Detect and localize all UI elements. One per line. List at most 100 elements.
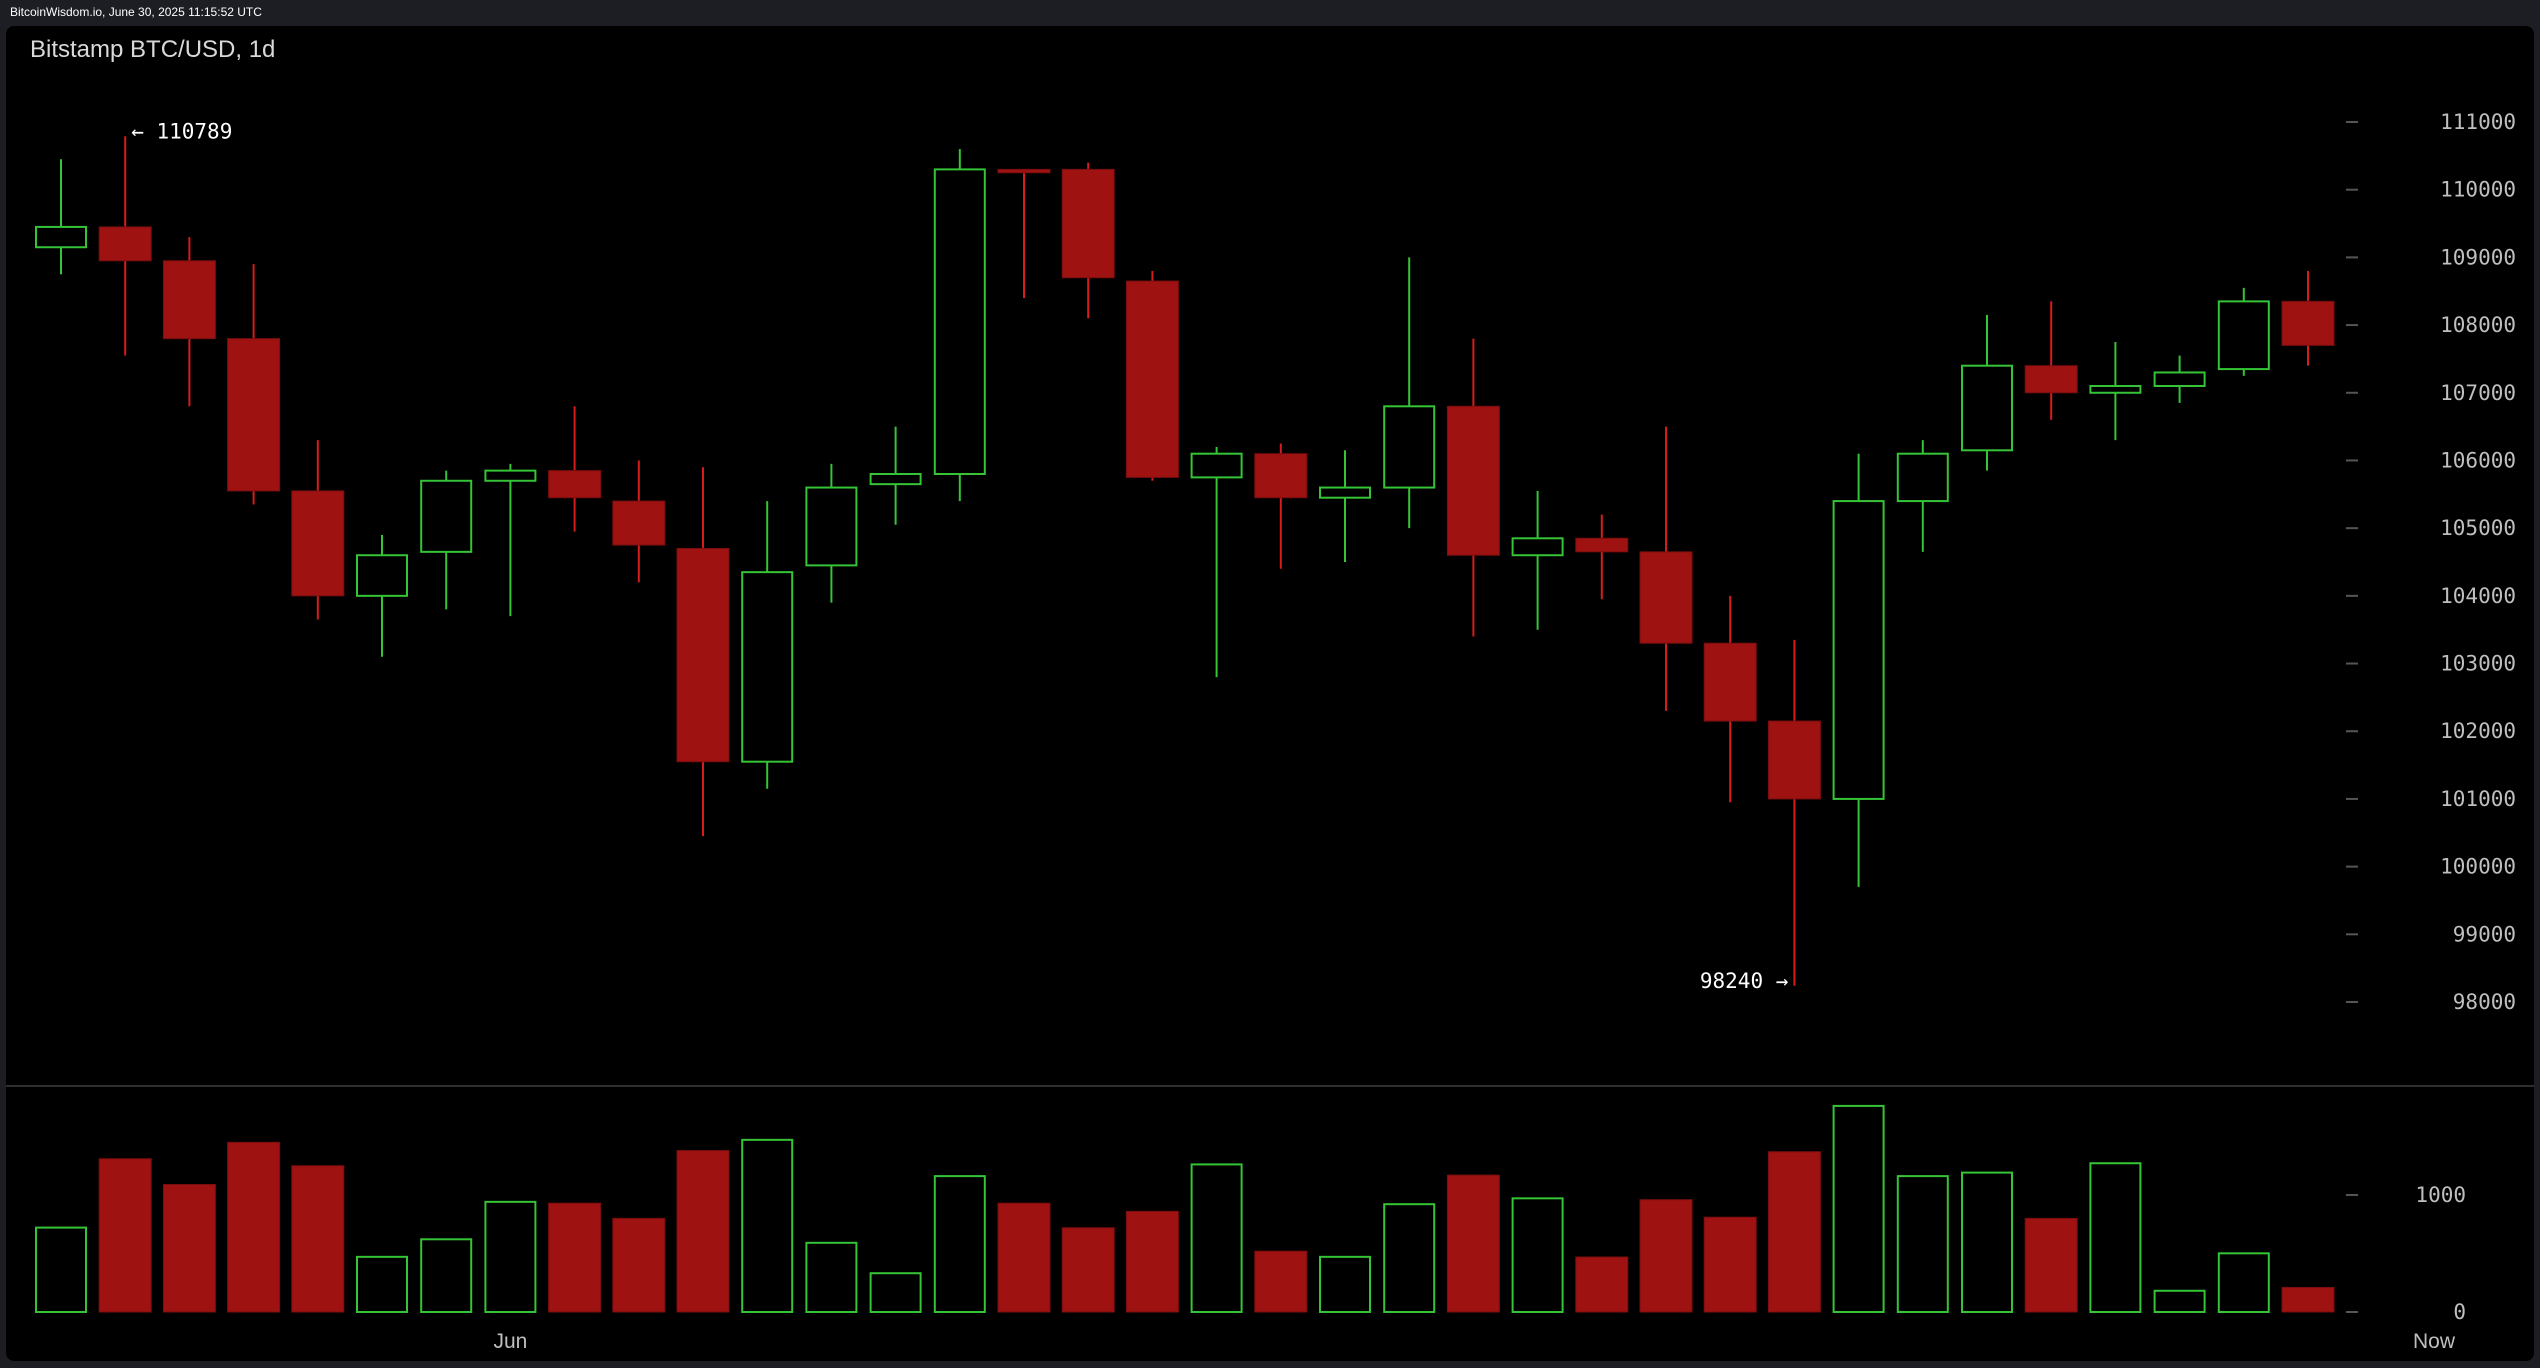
candle-body bbox=[1319, 486, 1371, 499]
candle-body bbox=[1511, 537, 1564, 557]
volume-bar bbox=[805, 1241, 858, 1314]
volume-bar bbox=[98, 1158, 152, 1313]
high-annotation: ← 110789 bbox=[131, 119, 232, 143]
volume-bar bbox=[2089, 1162, 2142, 1313]
candle-body bbox=[1896, 452, 1949, 503]
volume-bar bbox=[997, 1202, 1051, 1313]
low-annotation: 98240 → bbox=[1700, 969, 1789, 993]
candle-body bbox=[1575, 537, 1629, 553]
candle-body bbox=[2217, 300, 2270, 371]
volume-bar bbox=[484, 1200, 537, 1313]
volume-bar bbox=[612, 1217, 666, 1313]
volume-bar bbox=[1767, 1151, 1821, 1313]
candle-body bbox=[484, 469, 537, 482]
volume-bar bbox=[2153, 1289, 2206, 1314]
y-tick-label: 109000 bbox=[2440, 245, 2516, 269]
y-tick-label: 102000 bbox=[2440, 719, 2516, 743]
y-tick-label: 99000 bbox=[2453, 922, 2516, 946]
candle-body bbox=[2281, 300, 2335, 346]
candle-body bbox=[1125, 280, 1179, 478]
candle-body bbox=[1832, 500, 1885, 800]
candle-body bbox=[933, 168, 986, 475]
volume-bar bbox=[1961, 1171, 2013, 1313]
y-tick-label: 103000 bbox=[2440, 652, 2516, 676]
price-axis: 111000 110000 109000 108000 107000 106000 1050… bbox=[6, 110, 2534, 1324]
volume-bar bbox=[2217, 1252, 2270, 1313]
volume-bar bbox=[1319, 1255, 1371, 1313]
volume-bar bbox=[162, 1183, 216, 1313]
volume-bar bbox=[1061, 1227, 1115, 1313]
volume-tick-label: 0 bbox=[2453, 1300, 2466, 1324]
volume-bar bbox=[227, 1141, 281, 1313]
volume-bar bbox=[356, 1255, 408, 1313]
x-axis-label: Jun bbox=[493, 1330, 527, 1353]
volume-bar bbox=[548, 1202, 602, 1313]
volume-bar bbox=[420, 1238, 473, 1314]
candle-body bbox=[227, 338, 281, 492]
volume-bar bbox=[2281, 1286, 2335, 1313]
volume-bar bbox=[1190, 1163, 1243, 1314]
y-tick-label: 100000 bbox=[2440, 855, 2516, 879]
candle-body bbox=[741, 571, 794, 763]
volume-bars bbox=[35, 1104, 2335, 1314]
candle-body bbox=[548, 470, 602, 499]
volume-bar bbox=[1383, 1203, 1436, 1313]
candle-body bbox=[98, 226, 152, 262]
candle-body bbox=[805, 486, 858, 567]
y-tick-label: 105000 bbox=[2440, 516, 2516, 540]
candle-body bbox=[1190, 452, 1243, 479]
y-tick-label: 106000 bbox=[2440, 448, 2516, 472]
volume-bar bbox=[35, 1226, 87, 1313]
candle-body bbox=[676, 547, 730, 763]
price-candles bbox=[35, 136, 2335, 986]
candle-body bbox=[2024, 365, 2078, 394]
y-tick-label: 101000 bbox=[2440, 787, 2516, 811]
candle-body bbox=[291, 490, 345, 597]
candle-body bbox=[1446, 405, 1500, 556]
candle-body bbox=[356, 554, 408, 597]
candle-body bbox=[35, 225, 87, 249]
candle-body bbox=[1383, 405, 1436, 489]
candle-body bbox=[1961, 364, 2013, 452]
y-tick-label: 108000 bbox=[2440, 313, 2516, 337]
candle-body bbox=[2089, 385, 2142, 394]
candle-body bbox=[869, 473, 922, 486]
volume-bar bbox=[1575, 1256, 1629, 1313]
candle-body bbox=[1061, 168, 1115, 279]
price-annotations: ← 110789 98240 → bbox=[131, 119, 1788, 992]
candle-body bbox=[612, 500, 666, 546]
candlestick-chart: 111000 110000 109000 108000 107000 106000 1050… bbox=[6, 110, 2534, 1353]
volume-bar bbox=[1703, 1216, 1757, 1313]
chart-title: Bitstamp BTC/USD, 1d bbox=[30, 36, 276, 63]
volume-bar bbox=[933, 1175, 986, 1313]
x-axis-label: Now bbox=[2413, 1330, 2456, 1353]
chart-panel: 111000 110000 109000 108000 107000 106000 1050… bbox=[6, 26, 2534, 1361]
volume-bar bbox=[1639, 1199, 1693, 1313]
volume-bar bbox=[741, 1138, 794, 1313]
candle-body bbox=[1639, 551, 1693, 644]
volume-bar bbox=[291, 1165, 345, 1313]
volume-bar bbox=[1832, 1104, 1885, 1314]
volume-bar bbox=[1446, 1174, 1500, 1313]
volume-bar bbox=[1511, 1197, 1564, 1313]
y-tick-label: 110000 bbox=[2440, 178, 2516, 202]
volume-bar bbox=[1896, 1175, 1949, 1313]
volume-bar bbox=[1125, 1210, 1179, 1313]
candle-body bbox=[162, 260, 216, 340]
volume-bar bbox=[676, 1150, 730, 1313]
candle-body bbox=[1254, 453, 1308, 499]
source-timestamp: BitcoinWisdom.io, June 30, 2025 11:15:52… bbox=[10, 5, 262, 19]
volume-bar bbox=[869, 1272, 922, 1313]
volume-bar bbox=[2024, 1217, 2078, 1313]
y-tick-label: 104000 bbox=[2440, 584, 2516, 608]
y-tick-label: 98000 bbox=[2453, 990, 2516, 1014]
candle-body bbox=[420, 479, 473, 553]
candle-body bbox=[1767, 720, 1821, 800]
time-axis: Jun Now bbox=[493, 1330, 2455, 1353]
candle-body bbox=[2153, 371, 2206, 388]
candle-body bbox=[1703, 642, 1757, 722]
volume-tick-label: 1000 bbox=[2415, 1183, 2466, 1207]
top-bar: BitcoinWisdom.io, June 30, 2025 11:15:52… bbox=[0, 0, 2540, 26]
y-tick-label: 111000 bbox=[2440, 110, 2516, 134]
candle-body bbox=[997, 168, 1051, 174]
